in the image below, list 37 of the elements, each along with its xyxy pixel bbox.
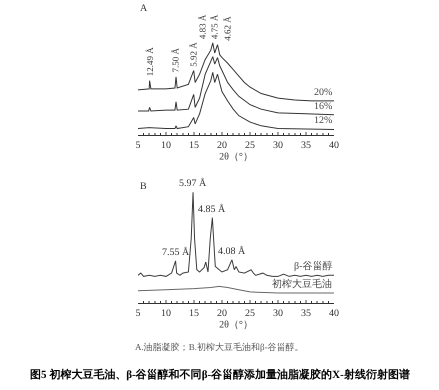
annotation: 7.55 Å bbox=[162, 246, 190, 258]
annotation: 4.62 Å bbox=[222, 16, 232, 41]
chart-title: B bbox=[140, 181, 147, 192]
x-tick-label: 25 bbox=[245, 308, 255, 319]
annotation: 12.49 Å bbox=[144, 46, 155, 76]
annotation: 4.83 Å bbox=[197, 14, 208, 40]
x-tick-label: 30 bbox=[273, 140, 283, 151]
x-tick-label: 35 bbox=[301, 308, 311, 319]
x-tick-label: 10 bbox=[161, 308, 171, 319]
x-tick-label: 25 bbox=[245, 140, 255, 151]
caption: 图5 初榨大豆毛油、β-谷甾醇和不同β-谷甾醇添加量油脂凝胶的X-射线衍射图谱 bbox=[30, 368, 410, 381]
x-tick-label: 15 bbox=[189, 140, 199, 151]
x-tick-label: 40 bbox=[329, 140, 339, 151]
series-label: β-谷甾醇 bbox=[294, 260, 332, 272]
chart-title: A bbox=[140, 3, 148, 14]
x-tick-label: 30 bbox=[273, 308, 283, 319]
series-label: 16% bbox=[314, 101, 332, 112]
annotation: 7.50 Å bbox=[170, 47, 181, 72]
annotation: 4.08 Å bbox=[218, 245, 246, 257]
text: A.油脂凝胶；B.初榨大豆毛油和β-谷甾醇。 bbox=[135, 342, 304, 352]
annotation: 4.75 Å bbox=[209, 14, 220, 40]
x-tick-label: 40 bbox=[329, 308, 339, 319]
x-tick-label: 5 bbox=[136, 140, 140, 151]
x-tick-label: 20 bbox=[217, 308, 227, 319]
x-tick-label: 5 bbox=[136, 308, 140, 319]
x-tick-label: 15 bbox=[189, 308, 199, 319]
annotation: 4.85 Å bbox=[198, 203, 226, 215]
x-tick-label: 20 bbox=[217, 140, 227, 151]
series-label: 初榨大豆毛油 bbox=[272, 278, 332, 290]
x-tick-label: 35 bbox=[301, 140, 311, 151]
annotation: 5.92 Å bbox=[188, 42, 199, 67]
annotation: 5.97 Å bbox=[179, 177, 207, 189]
series-label: 12% bbox=[314, 115, 332, 126]
x-axis-title: 2θ（°） bbox=[219, 320, 253, 330]
x-tick-label: 10 bbox=[161, 140, 171, 151]
series-label: 20% bbox=[314, 87, 332, 98]
x-axis-title: 2θ（°） bbox=[219, 152, 253, 162]
